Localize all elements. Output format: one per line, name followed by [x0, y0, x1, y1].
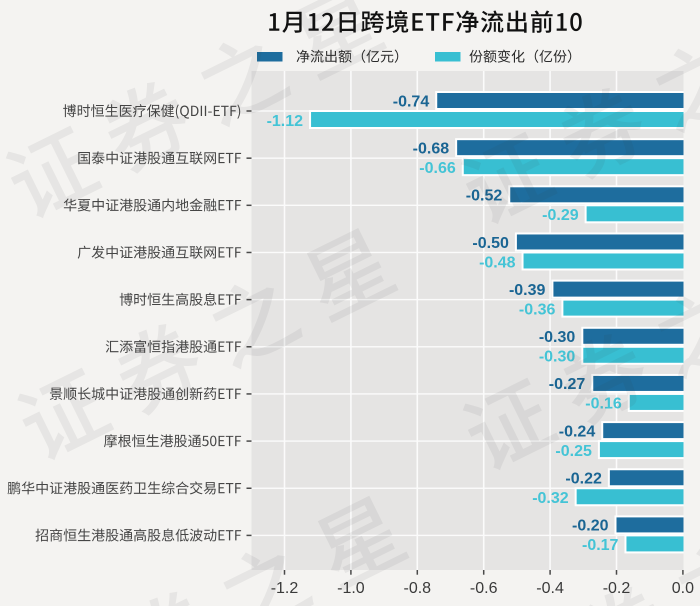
svg-text:0.0: 0.0 — [672, 580, 694, 597]
svg-text:-0.32: -0.32 — [532, 490, 569, 507]
svg-text:-0.48: -0.48 — [479, 254, 516, 271]
svg-text:-0.24: -0.24 — [559, 423, 596, 440]
svg-text:-0.39: -0.39 — [509, 282, 546, 299]
svg-text:-0.74: -0.74 — [393, 93, 430, 110]
svg-text:-0.4: -0.4 — [536, 580, 564, 597]
svg-text:-1.12: -1.12 — [267, 113, 304, 130]
svg-text:-0.30: -0.30 — [539, 329, 576, 346]
svg-text:-0.50: -0.50 — [472, 235, 509, 252]
svg-text:-0.17: -0.17 — [582, 537, 619, 554]
svg-text:-0.36: -0.36 — [519, 301, 556, 318]
svg-text:-0.68: -0.68 — [413, 140, 450, 157]
svg-text:-0.2: -0.2 — [603, 580, 631, 597]
svg-text:-0.29: -0.29 — [542, 207, 579, 224]
svg-text:-0.30: -0.30 — [539, 349, 576, 366]
svg-text:-0.6: -0.6 — [470, 580, 498, 597]
svg-text:-0.20: -0.20 — [572, 518, 609, 535]
svg-text:-0.22: -0.22 — [565, 471, 602, 488]
svg-text:-0.25: -0.25 — [555, 443, 592, 460]
svg-text:-0.66: -0.66 — [419, 160, 456, 177]
svg-text:-0.8: -0.8 — [404, 580, 432, 597]
